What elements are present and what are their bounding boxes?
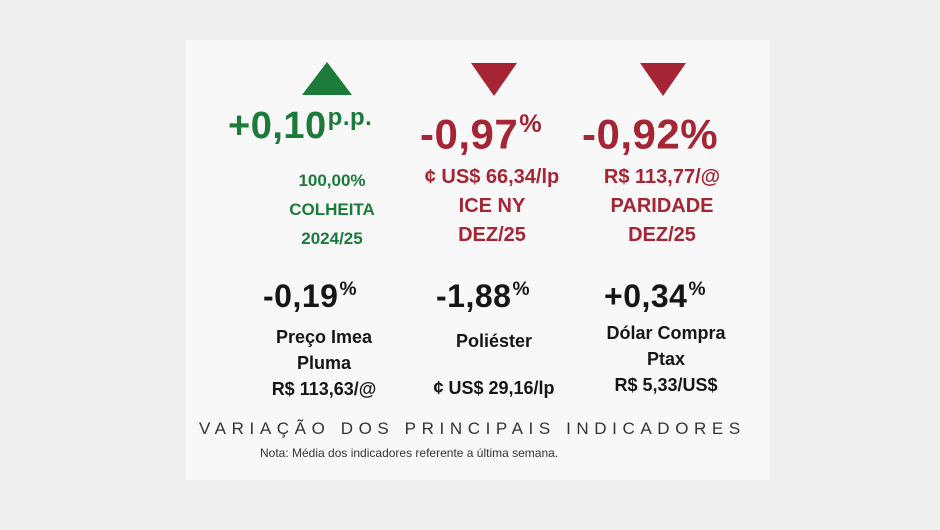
dollar-label: Dólar Compra [606, 323, 726, 343]
harvest-season: 2024/25 [301, 229, 363, 248]
dollar-sublabel: Ptax [646, 349, 686, 369]
ice-ny-label: ICE NY [458, 195, 526, 217]
dollar-details: Dólar Compra Ptax R$ 5,33/US$ [586, 320, 746, 398]
down-arrow-icon [640, 63, 686, 96]
down-arrow-icon [471, 63, 517, 96]
polyester-label: Poliéster [455, 331, 533, 351]
imea-price: R$ 113,63/@ [271, 379, 377, 399]
footer-title: VARIAÇÃO DOS PRINCIPAIS INDICADORES [199, 419, 746, 438]
dollar-price: R$ 5,33/US$ [614, 375, 718, 395]
harvest-percent: 100,00% [298, 171, 366, 190]
ice-ny-price: ¢ US$ 66,34/lp [424, 166, 560, 188]
parity-contract: DEZ/25 [628, 224, 696, 246]
polyester-change-value: -1,88% [436, 278, 530, 314]
harvest-details: 100,00% COLHEITA 2024/25 [262, 166, 402, 253]
dollar-change-value: +0,34% [604, 278, 707, 314]
indicators-card [186, 40, 770, 480]
imea-label: Preço Imea [275, 327, 373, 347]
parity-details: R$ 113,77/@ PARIDADE DEZ/25 [580, 163, 744, 250]
parity-label: PARIDADE [610, 195, 714, 217]
polyester-price: ¢ US$ 29,16/lp [433, 378, 555, 398]
imea-sublabel: Pluma [296, 353, 352, 373]
harvest-change-value: +0,10p.p. [228, 104, 373, 148]
up-arrow-icon [302, 62, 352, 95]
parity-price: R$ 113,77/@ [603, 166, 721, 188]
ice-ny-contract: DEZ/25 [458, 224, 526, 246]
parity-change-value: -0,92% [582, 110, 719, 158]
ice-ny-change-value: -0,97% [420, 110, 543, 158]
footer-note: Nota: Média dos indicadores referente a … [260, 446, 559, 460]
ice-ny-details: ¢ US$ 66,34/lp ICE NY DEZ/25 [400, 163, 584, 250]
imea-change-value: -0,19% [263, 278, 357, 314]
harvest-label: COLHEITA [289, 200, 375, 219]
imea-details: Preço Imea Pluma R$ 113,63/@ [244, 324, 404, 402]
